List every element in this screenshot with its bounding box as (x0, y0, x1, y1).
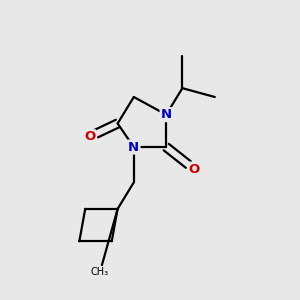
Text: N: N (160, 108, 172, 121)
Text: N: N (128, 141, 140, 154)
Text: CH₃: CH₃ (91, 267, 109, 277)
Text: O: O (84, 130, 95, 143)
Text: O: O (188, 163, 200, 176)
